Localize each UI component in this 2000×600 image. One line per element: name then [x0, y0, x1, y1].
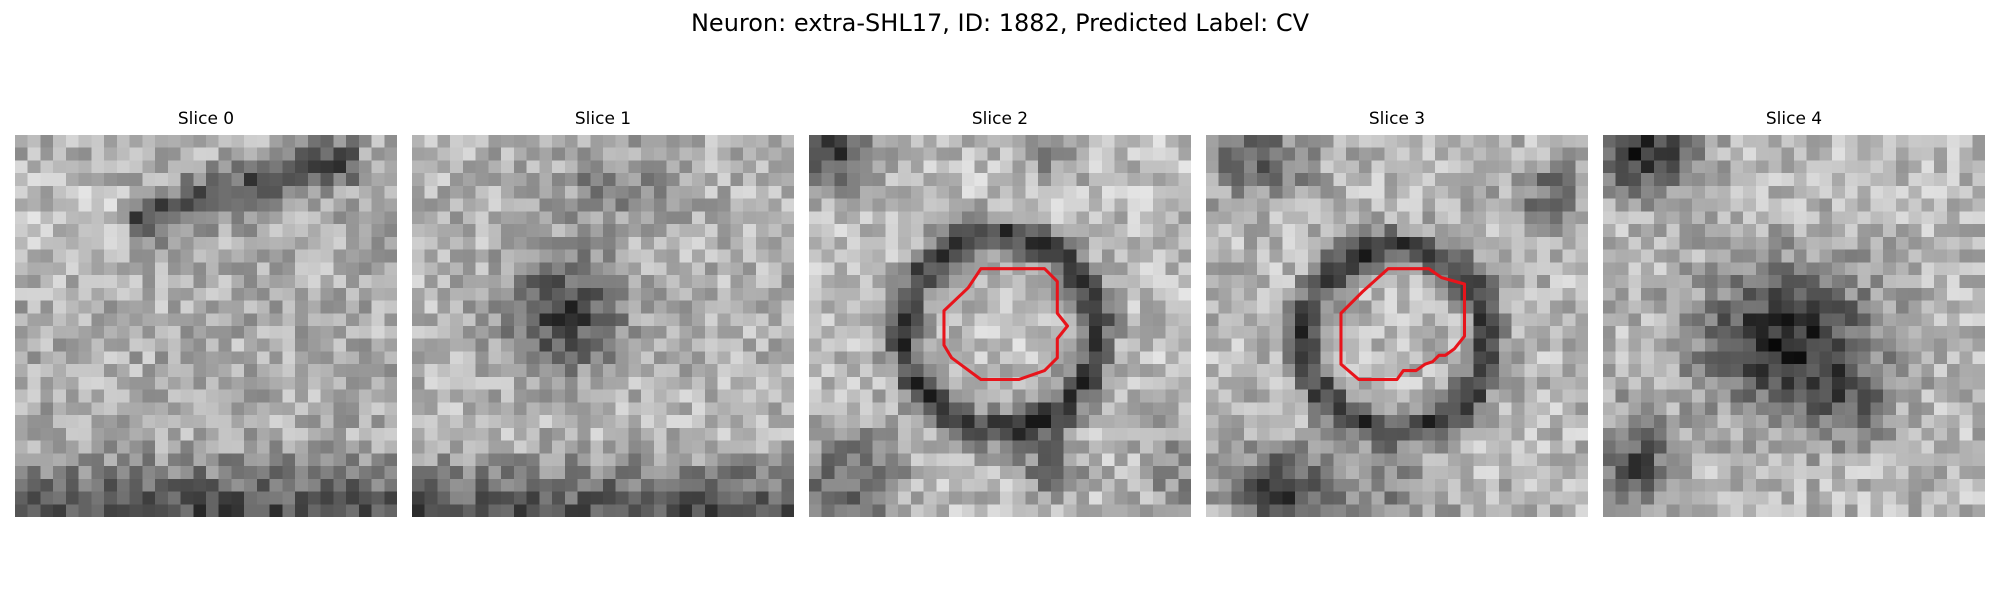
- slice-image: [1206, 135, 1588, 517]
- slice-title: Slice 0: [15, 108, 397, 130]
- slice-image: [15, 135, 397, 517]
- slice-title: Slice 3: [1206, 108, 1588, 130]
- slice-image: [412, 135, 794, 517]
- slice-image: [1603, 135, 1985, 517]
- slice-panel-2: Slice 2: [809, 108, 1191, 130]
- slice-title: Slice 2: [809, 108, 1191, 130]
- slice-pixels: [15, 135, 397, 517]
- slice-image: [809, 135, 1191, 517]
- slice-panel-4: Slice 4: [1603, 108, 1985, 130]
- slice-pixels: [809, 135, 1191, 517]
- slice-panel-1: Slice 1: [412, 108, 794, 130]
- slice-title: Slice 1: [412, 108, 794, 130]
- slice-pixels: [1603, 135, 1985, 517]
- slice-pixels: [1206, 135, 1588, 517]
- slice-title: Slice 4: [1603, 108, 1985, 130]
- slice-pixels: [412, 135, 794, 517]
- slice-panel-3: Slice 3: [1206, 108, 1588, 130]
- slice-panel-0: Slice 0: [15, 108, 397, 130]
